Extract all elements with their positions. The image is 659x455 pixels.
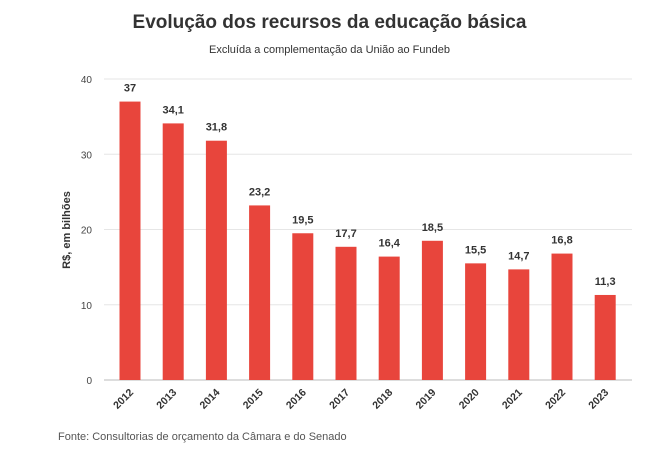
y-tick-label: 30 — [81, 150, 93, 161]
bar — [551, 253, 573, 380]
y-axis-label: R$, em bilhões — [61, 191, 73, 269]
chart-title: Evolução dos recursos da educação básica — [132, 12, 527, 33]
x-tick-label: 2020 — [457, 387, 482, 412]
bar — [508, 269, 530, 380]
value-label: 16,8 — [551, 235, 572, 247]
bar — [119, 101, 141, 380]
x-tick-label: 2021 — [500, 387, 525, 412]
bar — [249, 205, 271, 380]
x-tick-label: 2022 — [543, 387, 568, 412]
bar — [205, 140, 227, 380]
y-tick-label: 20 — [81, 226, 93, 237]
x-tick-label: 2019 — [414, 387, 439, 412]
bar — [162, 123, 184, 381]
y-tick-label: 10 — [81, 301, 93, 312]
value-label: 31,8 — [206, 122, 227, 134]
x-axis-ticks: 2012 2013 2014 2015 2016 2017 2018 2019 2020 2021… — [111, 387, 611, 412]
bar-chart: 0 10 20 30 40 R$, em bilhões 37 34,1 31,8 23,2 1… — [61, 75, 632, 412]
value-label: 23,2 — [249, 186, 270, 198]
value-label: 17,7 — [335, 228, 356, 240]
bar — [292, 233, 314, 380]
x-tick-label: 2012 — [111, 387, 136, 412]
value-label: 18,5 — [422, 222, 443, 234]
bar — [335, 246, 357, 380]
y-tick-label: 40 — [81, 75, 93, 86]
x-tick-label: 2013 — [154, 387, 179, 412]
y-tick-label: 0 — [86, 376, 92, 387]
value-label: 16,4 — [378, 238, 400, 250]
value-label: 14,7 — [508, 250, 529, 262]
source-note: Fonte: Consultorias de orçamento da Câma… — [58, 431, 347, 443]
bars — [119, 101, 616, 381]
bar — [378, 256, 400, 380]
value-labels: 37 34,1 31,8 23,2 19,5 17,7 16,4 18,5 15,5 14,7 16… — [124, 83, 616, 288]
y-axis-ticks: 0 10 20 30 40 — [81, 75, 93, 387]
value-label: 15,5 — [465, 244, 486, 256]
x-tick-label: 2017 — [327, 387, 352, 412]
value-label: 34,1 — [162, 104, 183, 116]
bar — [421, 240, 443, 380]
value-label: 37 — [124, 83, 136, 95]
x-tick-label: 2023 — [586, 387, 611, 412]
x-tick-label: 2014 — [198, 387, 223, 412]
value-label: 11,3 — [595, 276, 616, 288]
x-tick-label: 2015 — [241, 387, 266, 412]
value-label: 19,5 — [292, 214, 313, 226]
chart-subtitle: Excluída a complementação da União ao Fu… — [209, 44, 450, 56]
x-tick-label: 2018 — [370, 387, 395, 412]
bar — [465, 263, 487, 380]
x-tick-label: 2016 — [284, 387, 309, 412]
gridlines — [104, 78, 632, 381]
bar — [594, 294, 616, 380]
